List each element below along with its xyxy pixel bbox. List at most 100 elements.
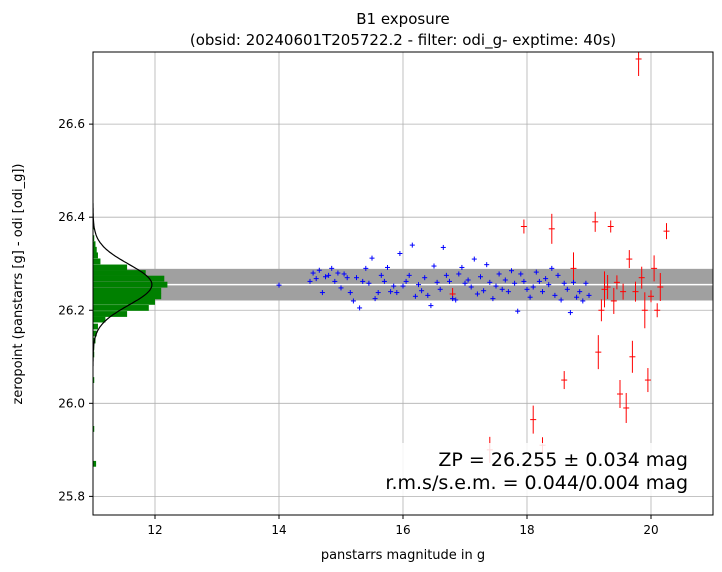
accepted-point — [481, 288, 487, 294]
accepted-point — [518, 271, 524, 277]
accepted-point — [571, 279, 576, 285]
accepted-point — [586, 292, 592, 298]
accepted-point — [307, 278, 313, 284]
accepted-point — [378, 272, 384, 278]
accepted-point — [406, 272, 412, 278]
accepted-point — [375, 290, 381, 296]
rejected-point — [561, 371, 568, 390]
accepted-point — [459, 264, 465, 270]
accepted-point — [363, 265, 369, 271]
rejected-point — [595, 335, 602, 370]
accepted-point — [564, 286, 570, 292]
accepted-point — [515, 308, 521, 314]
chart-title: B1 exposure — [356, 10, 450, 28]
chart-subtitle: (obsid: 20240601T205722.2 - filter: odi_… — [190, 31, 616, 50]
histogram-bar — [93, 287, 162, 294]
accepted-point — [391, 283, 397, 289]
accepted-point — [543, 276, 549, 282]
accepted-point — [310, 270, 316, 276]
histogram-bar — [93, 264, 128, 271]
rejected-point — [601, 271, 608, 308]
accepted-point — [502, 277, 508, 283]
rejected-point — [604, 274, 611, 299]
accepted-point — [509, 268, 514, 274]
histogram-bar — [93, 270, 146, 276]
accepted-point — [422, 275, 428, 281]
accepted-point — [425, 292, 431, 298]
accepted-point — [319, 290, 325, 296]
rejected-point — [617, 380, 623, 409]
accepted-point — [555, 272, 561, 278]
accepted-point — [493, 283, 499, 289]
accepted-point — [347, 290, 353, 296]
accepted-point — [366, 280, 372, 286]
x-tick-label: 16 — [395, 523, 410, 537]
x-tick-label: 20 — [643, 523, 658, 537]
x-axis-label: panstarrs magnitude in g — [321, 548, 485, 563]
accepted-point — [400, 283, 406, 289]
accepted-point — [437, 286, 443, 292]
rejected-point — [613, 275, 620, 290]
accepted-point — [561, 280, 567, 286]
accepted-point — [335, 270, 341, 276]
accepted-point — [357, 305, 363, 311]
accepted-point — [558, 297, 564, 303]
accepted-point — [332, 278, 338, 284]
accepted-point — [344, 275, 350, 281]
histogram-bar — [93, 275, 165, 282]
y-tick-label: 26.6 — [58, 117, 85, 131]
accepted-point — [416, 282, 421, 288]
accepted-point — [456, 271, 462, 277]
rejected-point — [638, 266, 645, 289]
accepted-point — [474, 291, 480, 297]
histogram-bar — [93, 246, 97, 253]
accepted-point — [428, 303, 434, 309]
y-axis-label: zeropoint (panstarrs [g] - odi [odi_g]) — [11, 164, 26, 405]
rejected-point — [592, 211, 599, 232]
rejected-point — [632, 281, 639, 302]
accepted-point — [323, 274, 328, 280]
rejected-point — [548, 213, 555, 244]
histogram-bar — [93, 305, 149, 311]
accepted-point — [499, 286, 505, 292]
rejected-point — [641, 292, 648, 329]
accepted-point — [397, 250, 403, 256]
rejected-point — [629, 340, 636, 373]
rejected-point — [644, 368, 651, 393]
histogram-bar — [93, 330, 97, 337]
histogram-bar — [93, 293, 162, 300]
accepted-point — [409, 242, 415, 248]
accepted-point — [530, 284, 536, 290]
accepted-point — [453, 297, 459, 303]
accepted-point — [583, 280, 589, 286]
annotation-zeropoint: ZP = 26.255 ± 0.034 mag — [438, 449, 688, 471]
rejected-point — [520, 219, 527, 234]
accepted-point — [341, 271, 347, 277]
accepted-point — [329, 265, 335, 271]
x-tick-label: 18 — [519, 523, 534, 537]
histogram-bar — [93, 377, 95, 383]
accepted-point — [338, 285, 344, 291]
accepted-point — [403, 278, 409, 284]
rejected-point — [623, 392, 630, 423]
accepted-point — [465, 277, 471, 283]
accepted-point — [369, 255, 375, 261]
accepted-point — [577, 289, 583, 295]
annotation-box — [348, 443, 698, 496]
accepted-point — [350, 298, 356, 304]
accepted-point — [440, 244, 446, 250]
histogram-bar — [93, 460, 97, 467]
histogram-bar — [93, 235, 95, 242]
gaussian-fit-curve — [93, 203, 153, 367]
accepted-point — [471, 256, 477, 262]
accepted-point — [540, 289, 545, 295]
accepted-point — [552, 292, 558, 298]
rejected-point — [651, 255, 658, 282]
accepted-point — [360, 278, 366, 284]
accepted-point — [484, 262, 490, 268]
y-tick-label: 25.8 — [58, 489, 85, 503]
rejected-point — [530, 405, 537, 434]
histogram-bar — [93, 252, 98, 259]
rejected-point — [663, 223, 670, 240]
rejected-point — [610, 287, 617, 314]
